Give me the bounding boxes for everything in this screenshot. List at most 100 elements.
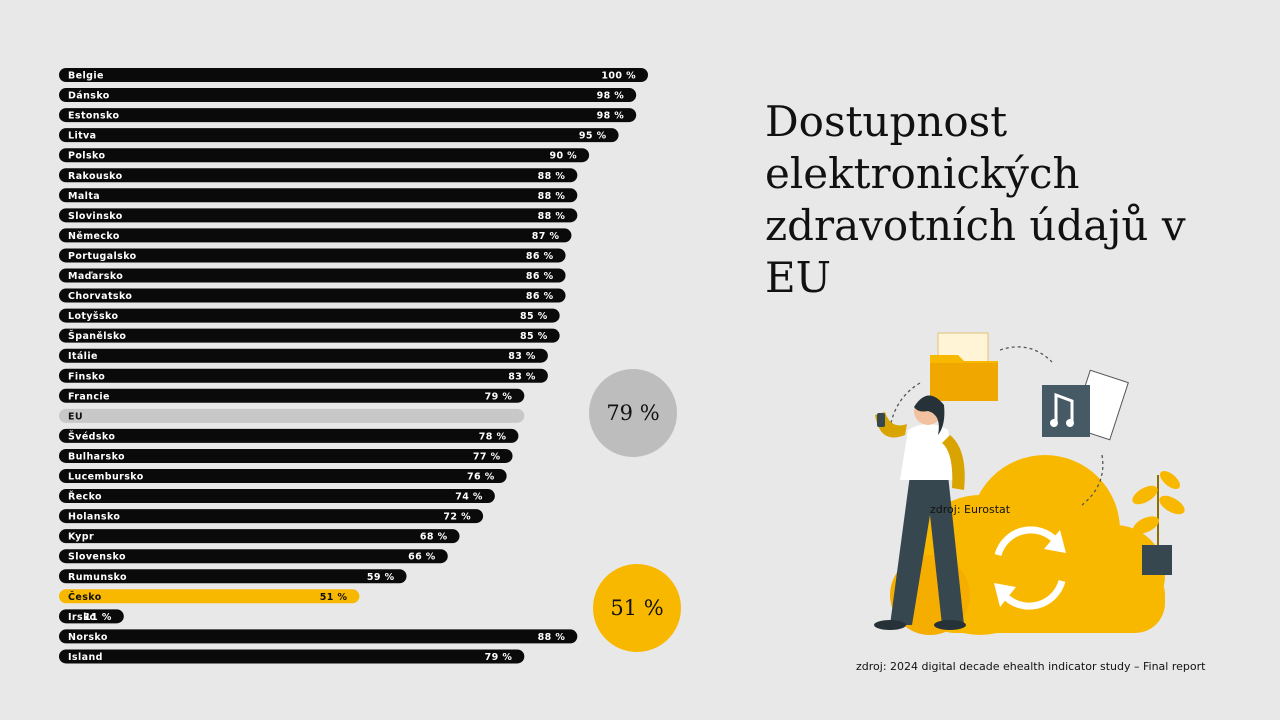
music-document-icon (1042, 369, 1129, 441)
category-label: Polsko (68, 151, 105, 162)
bar-7 (59, 208, 578, 223)
category-label: Belgie (68, 71, 104, 82)
category-label: Kypr (68, 532, 94, 543)
sync-icon (994, 526, 1066, 610)
bar-15 (59, 368, 548, 383)
czech-value-badge: 51 % (593, 564, 681, 652)
bar-18 (59, 428, 519, 443)
value-label: 83 % (508, 371, 536, 382)
bar-20 (59, 469, 507, 483)
value-label: 88 % (538, 632, 566, 643)
plant-icon (1132, 471, 1185, 575)
value-label: 74 % (455, 492, 483, 503)
value-label: 66 % (408, 552, 436, 563)
source-eurostat: zdroj: Eurostat (930, 503, 1011, 516)
category-label: Rakousko (68, 171, 123, 182)
value-label: 11 % (84, 612, 112, 623)
category-label: Rumunsko (68, 572, 127, 583)
bar-10 (59, 268, 566, 283)
category-label: Lotyšsko (68, 311, 118, 322)
bar-14 (59, 348, 548, 363)
category-label: Francie (68, 391, 110, 402)
value-label: 90 % (549, 151, 577, 162)
category-label: Slovensko (68, 552, 126, 563)
bar-23 (59, 529, 460, 544)
category-label: Itálie (68, 351, 98, 362)
value-label: 98 % (597, 111, 625, 122)
bar-29 (59, 649, 525, 664)
page-title: Dostupnost elektronických zdravotních úd… (765, 97, 1186, 302)
category-label: Německo (68, 231, 120, 242)
bar-5 (59, 168, 578, 183)
value-label: 98 % (597, 91, 625, 102)
value-label: 79 % (485, 391, 513, 402)
category-label: Chorvatsko (68, 291, 132, 302)
category-label: Holansko (68, 512, 120, 523)
bar-22 (59, 509, 484, 524)
folder-icon (930, 332, 998, 401)
bar-8 (59, 228, 572, 243)
value-label: 86 % (526, 291, 554, 302)
category-label: EU (68, 411, 83, 422)
bar-0 (59, 68, 648, 82)
category-label: Irsko (68, 612, 97, 623)
bar-6 (59, 188, 578, 203)
category-label: Slovinsko (68, 211, 123, 222)
bar-12 (59, 308, 560, 323)
category-label: Litva (68, 131, 96, 142)
value-label: 85 % (520, 331, 548, 342)
value-label: 51 % (320, 592, 348, 603)
value-label: 100 % (601, 71, 636, 82)
value-label: 87 % (532, 231, 560, 242)
value-label: 78 % (479, 431, 507, 442)
bar-16 (59, 388, 525, 403)
value-label: 88 % (538, 191, 566, 202)
bar-chart: Belgie 100 % Dánsko 98 % Estonsko 98 % Litva 95… (59, 68, 648, 664)
bar-26 (59, 589, 360, 604)
value-label: 76 % (467, 472, 495, 483)
category-label: Estonsko (68, 111, 119, 122)
category-label: Malta (68, 191, 100, 202)
value-label: 59 % (367, 572, 395, 583)
value-label: 68 % (420, 532, 448, 543)
bar-27 (59, 609, 124, 624)
category-label: Řecko (68, 491, 102, 503)
bar-19 (59, 448, 513, 463)
bar-11 (59, 288, 566, 303)
source-report: zdroj: 2024 digital decade ehealth indic… (856, 660, 1206, 673)
category-label: Bulharsko (68, 451, 125, 462)
bar-25 (59, 569, 407, 584)
value-label: 79 % (485, 652, 513, 663)
category-label: Česko (68, 591, 102, 603)
category-label: Lucembursko (68, 472, 144, 483)
category-label: Portugalsko (68, 251, 137, 262)
value-label: 88 % (538, 171, 566, 182)
bar-21 (59, 489, 495, 504)
category-label: Španělsko (68, 330, 126, 342)
woman-figure (874, 395, 966, 630)
bar-13 (59, 328, 560, 343)
value-label: 85 % (520, 311, 548, 322)
value-label: 83 % (508, 351, 536, 362)
category-label: Švédsko (68, 430, 115, 442)
value-label: 95 % (579, 131, 607, 142)
bar-2 (59, 108, 637, 123)
value-label: 86 % (526, 271, 554, 282)
category-label: Maďarsko (68, 271, 123, 282)
eu-average-badge: 79 % (589, 369, 677, 457)
value-label: 88 % (538, 211, 566, 222)
bar-28 (59, 629, 578, 644)
category-label: Island (68, 652, 103, 663)
ehealth-illustration (874, 332, 1185, 635)
category-label: Norsko (68, 632, 108, 643)
bar-17 (59, 408, 525, 423)
bar-24 (59, 549, 448, 564)
value-label: 77 % (473, 451, 501, 462)
category-label: Dánsko (68, 91, 110, 102)
category-label: Finsko (68, 371, 105, 382)
bar-4 (59, 148, 590, 163)
value-label: 86 % (526, 251, 554, 262)
value-label: 72 % (443, 512, 471, 523)
bar-9 (59, 248, 566, 263)
bar-3 (59, 128, 619, 143)
